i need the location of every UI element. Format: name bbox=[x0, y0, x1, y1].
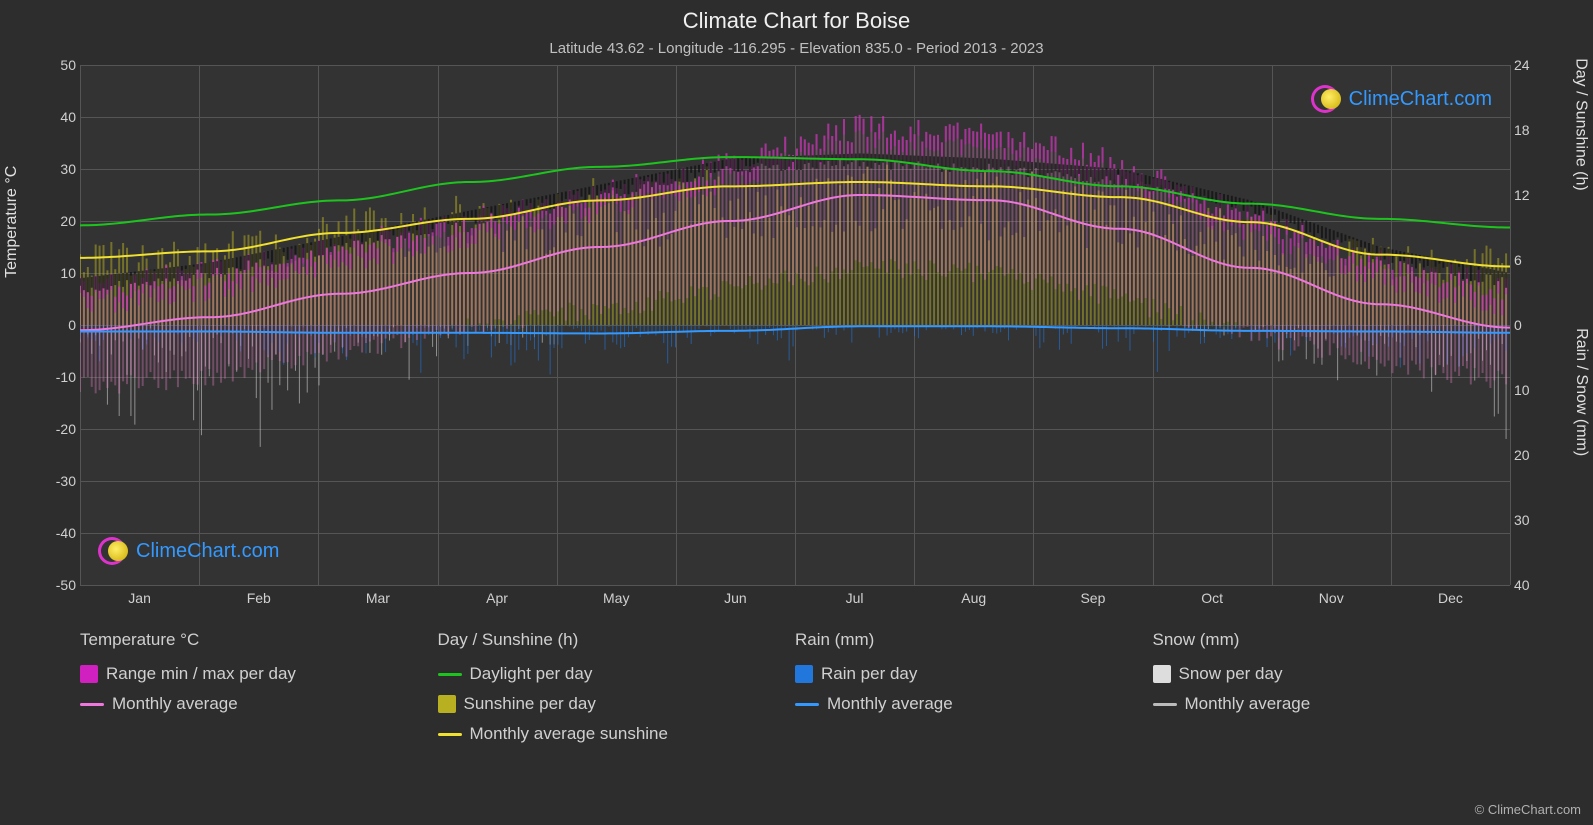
legend-column: Rain (mm) Rain per day Monthly average bbox=[795, 630, 1153, 744]
y-axis-right-title-top: Day / Sunshine (h) bbox=[1572, 58, 1590, 191]
y-left-tick: -50 bbox=[56, 577, 76, 593]
legend-item: Snow per day bbox=[1153, 664, 1511, 684]
x-tick: Oct bbox=[1201, 590, 1223, 606]
plot-area: ClimeChart.com ClimeChart.com bbox=[80, 65, 1510, 585]
legend-label: Sunshine per day bbox=[464, 694, 596, 714]
logo-text: ClimeChart.com bbox=[136, 540, 279, 563]
x-tick: Sep bbox=[1080, 590, 1105, 606]
x-tick: Nov bbox=[1319, 590, 1344, 606]
legend-item: Range min / max per day bbox=[80, 664, 438, 684]
chart-title: Climate Chart for Boise bbox=[0, 0, 1593, 34]
y-right-tick: 6 bbox=[1514, 252, 1522, 268]
legend-item: Rain per day bbox=[795, 664, 1153, 684]
legend-column: Snow (mm) Snow per day Monthly average bbox=[1153, 630, 1511, 744]
y-right-tick: 12 bbox=[1514, 187, 1530, 203]
legend-header: Temperature °C bbox=[80, 630, 438, 650]
logo-icon bbox=[98, 535, 130, 567]
y-left-tick: -40 bbox=[56, 525, 76, 541]
legend-item: Daylight per day bbox=[438, 664, 796, 684]
logo-icon bbox=[1311, 83, 1343, 115]
y-axis-right-title-bottom: Rain / Snow (mm) bbox=[1572, 328, 1590, 456]
legend-label: Range min / max per day bbox=[106, 664, 296, 684]
legend-label: Monthly average sunshine bbox=[470, 724, 668, 744]
y-right-tick-labels: 0612182410203040 bbox=[1514, 65, 1546, 585]
legend-label: Snow per day bbox=[1179, 664, 1283, 684]
legend-item: Monthly average sunshine bbox=[438, 724, 796, 744]
logo-top-right: ClimeChart.com bbox=[1311, 83, 1492, 115]
x-tick: Jul bbox=[846, 590, 864, 606]
legend-label: Monthly average bbox=[112, 694, 238, 714]
x-tick: Mar bbox=[366, 590, 390, 606]
legend-item: Monthly average bbox=[80, 694, 438, 714]
x-tick-labels: Jan Feb Mar Apr May Jun Jul Aug Sep Oct Nov Dec bbox=[80, 590, 1510, 614]
legend-item: Monthly average bbox=[1153, 694, 1511, 714]
legend-label: Rain per day bbox=[821, 664, 917, 684]
y-left-tick: -20 bbox=[56, 421, 76, 437]
y-left-tick: 50 bbox=[60, 57, 76, 73]
copyright: © ClimeChart.com bbox=[1475, 802, 1581, 817]
legend-swatch bbox=[1153, 665, 1171, 683]
y-left-tick: 0 bbox=[68, 317, 76, 333]
legend-column: Day / Sunshine (h) Daylight per day Sunshi… bbox=[438, 630, 796, 744]
legend-swatch bbox=[795, 703, 819, 706]
y-right-tick: 0 bbox=[1514, 317, 1522, 333]
y-left-tick: -10 bbox=[56, 369, 76, 385]
legend-label: Daylight per day bbox=[470, 664, 593, 684]
y-right-tick: 30 bbox=[1514, 512, 1530, 528]
legend-swatch bbox=[1153, 703, 1177, 706]
y-left-tick: 20 bbox=[60, 213, 76, 229]
legend-header: Day / Sunshine (h) bbox=[438, 630, 796, 650]
legend-swatch bbox=[80, 703, 104, 706]
y-right-tick: 10 bbox=[1514, 382, 1530, 398]
x-tick: Feb bbox=[247, 590, 271, 606]
logo-bottom-left: ClimeChart.com bbox=[98, 535, 279, 567]
legend-label: Monthly average bbox=[827, 694, 953, 714]
y-left-tick-labels: -50-40-30-20-1001020304050 bbox=[40, 65, 76, 585]
legend-item: Monthly average bbox=[795, 694, 1153, 714]
x-tick: Jan bbox=[128, 590, 151, 606]
chart-subtitle: Latitude 43.62 - Longitude -116.295 - El… bbox=[0, 34, 1593, 57]
legend-label: Monthly average bbox=[1185, 694, 1311, 714]
y-right-tick: 18 bbox=[1514, 122, 1530, 138]
legend-header: Rain (mm) bbox=[795, 630, 1153, 650]
chart-svg bbox=[80, 65, 1510, 585]
legend-swatch bbox=[795, 665, 813, 683]
legend-column: Temperature °C Range min / max per day Mon… bbox=[80, 630, 438, 744]
y-right-tick: 20 bbox=[1514, 447, 1530, 463]
y-right-tick: 40 bbox=[1514, 577, 1530, 593]
y-left-tick: -30 bbox=[56, 473, 76, 489]
y-axis-left-title: Temperature °C bbox=[3, 166, 21, 278]
logo-text: ClimeChart.com bbox=[1349, 88, 1492, 111]
y-left-tick: 10 bbox=[60, 265, 76, 281]
x-tick: May bbox=[603, 590, 629, 606]
legend-swatch bbox=[438, 733, 462, 736]
x-tick: Jun bbox=[724, 590, 747, 606]
legend-swatch bbox=[438, 673, 462, 676]
x-tick: Aug bbox=[961, 590, 986, 606]
y-right-tick: 24 bbox=[1514, 57, 1530, 73]
legend-swatch bbox=[438, 695, 456, 713]
x-tick: Dec bbox=[1438, 590, 1463, 606]
y-left-tick: 30 bbox=[60, 161, 76, 177]
y-left-tick: 40 bbox=[60, 109, 76, 125]
x-tick: Apr bbox=[486, 590, 508, 606]
legend-header: Snow (mm) bbox=[1153, 630, 1511, 650]
legend-item: Sunshine per day bbox=[438, 694, 796, 714]
legend-swatch bbox=[80, 665, 98, 683]
legend: Temperature °C Range min / max per day Mon… bbox=[80, 630, 1510, 744]
